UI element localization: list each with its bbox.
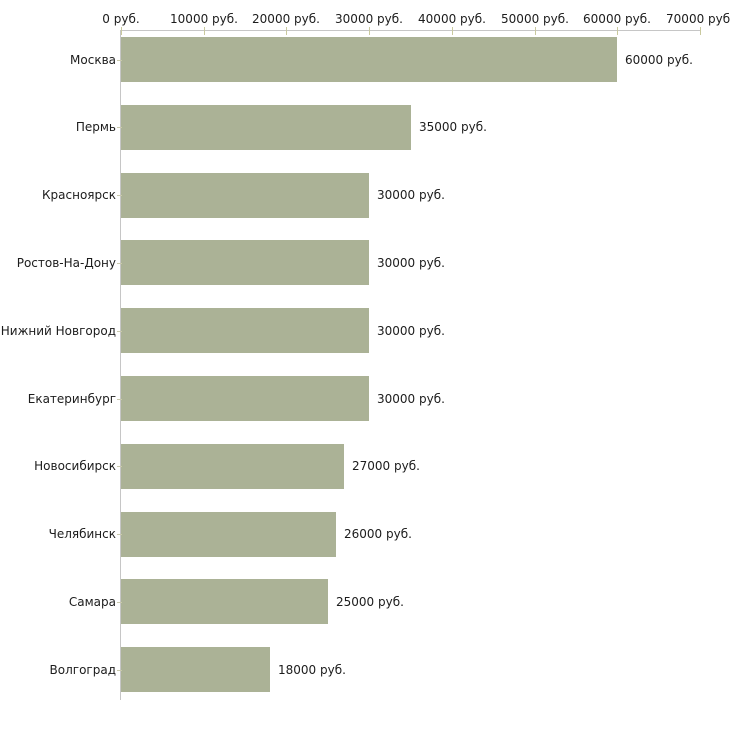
bar — [121, 308, 369, 353]
y-tick — [117, 602, 122, 603]
value-label: 18000 руб. — [278, 663, 346, 677]
bar — [121, 579, 328, 624]
x-tick-label: 50000 руб. — [501, 12, 569, 26]
x-tick-label: 40000 руб. — [418, 12, 486, 26]
x-tick — [700, 27, 701, 35]
value-label: 30000 руб. — [377, 188, 445, 202]
y-tick — [117, 534, 122, 535]
category-label: Москва — [70, 53, 116, 67]
x-tick — [617, 27, 618, 35]
x-tick — [204, 27, 205, 35]
x-tick-label: 0 руб. — [102, 12, 140, 26]
value-label: 25000 руб. — [336, 595, 404, 609]
value-label: 30000 руб. — [377, 324, 445, 338]
category-label: Новосибирск — [34, 459, 116, 473]
x-tick — [369, 27, 370, 35]
x-tick-label: 60000 руб. — [583, 12, 651, 26]
x-tick — [121, 27, 122, 35]
category-label: Волгоград — [49, 663, 116, 677]
x-tick — [286, 27, 287, 35]
value-label: 30000 руб. — [377, 256, 445, 270]
x-axis-line — [121, 30, 700, 31]
value-label: 60000 руб. — [625, 53, 693, 67]
category-label: Екатеринбург — [27, 392, 116, 406]
bar — [121, 173, 369, 218]
category-label: Челябинск — [48, 527, 116, 541]
y-tick — [117, 195, 122, 196]
category-label: Красноярск — [42, 188, 116, 202]
x-tick-label: 10000 руб. — [170, 12, 238, 26]
category-label: Самара — [68, 595, 116, 609]
x-tick — [452, 27, 453, 35]
value-label: 26000 руб. — [344, 527, 412, 541]
value-label: 30000 руб. — [377, 392, 445, 406]
y-tick — [117, 60, 122, 61]
bar — [121, 376, 369, 421]
y-axis-line — [120, 30, 121, 700]
category-label: Ростов-На-Дону — [16, 256, 116, 270]
bar — [121, 444, 344, 489]
x-tick — [535, 27, 536, 35]
category-label: Пермь — [75, 120, 116, 134]
y-tick — [117, 127, 122, 128]
x-tick-label: 70000 руб. — [666, 12, 730, 26]
bar — [121, 512, 336, 557]
value-label: 27000 руб. — [352, 459, 420, 473]
x-tick-label: 20000 руб. — [252, 12, 320, 26]
y-tick — [117, 670, 122, 671]
y-tick — [117, 331, 122, 332]
value-label: 35000 руб. — [419, 120, 487, 134]
bar — [121, 240, 369, 285]
bar — [121, 105, 411, 150]
y-tick — [117, 399, 122, 400]
y-tick — [117, 263, 122, 264]
bar — [121, 647, 270, 692]
y-tick — [117, 466, 122, 467]
x-tick-label: 30000 руб. — [335, 12, 403, 26]
category-label: Нижний Новгород — [0, 324, 116, 338]
bar — [121, 37, 617, 82]
